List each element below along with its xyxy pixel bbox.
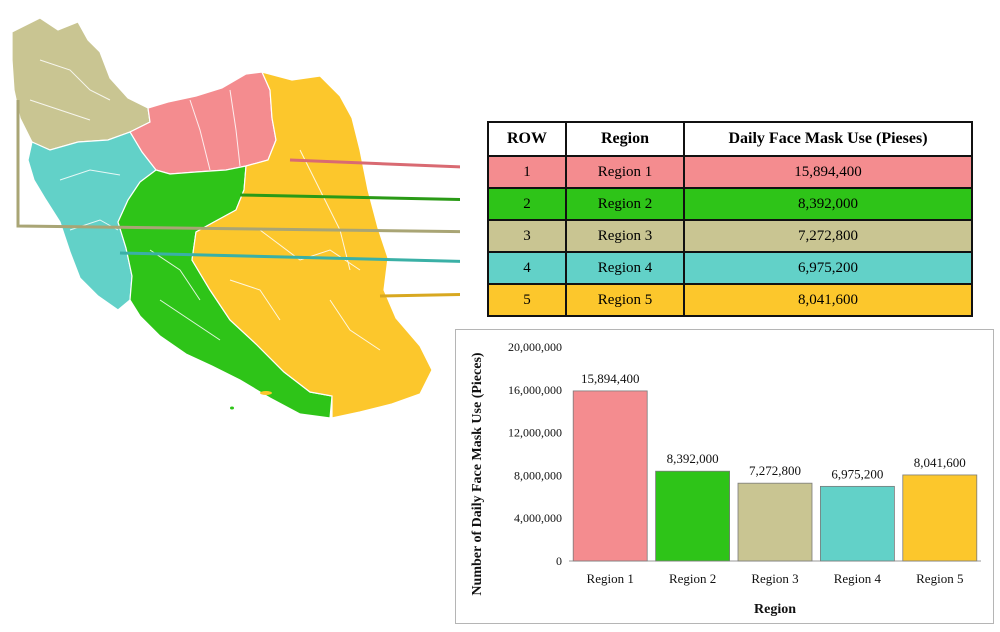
x-tick-label: Region 5 xyxy=(916,571,963,586)
y-tick-label: 0 xyxy=(556,554,562,568)
data-label: 8,041,600 xyxy=(914,455,966,470)
data-label: 7,272,800 xyxy=(749,463,801,478)
table-row: 1 Region 1 15,894,400 xyxy=(487,155,973,189)
x-tick-label: Region 1 xyxy=(587,571,634,586)
row-number-cell: 5 xyxy=(487,283,567,317)
table-row: 4 Region 4 6,975,200 xyxy=(487,251,973,285)
daily-use-cell: 8,392,000 xyxy=(683,187,973,221)
connector-region-4 xyxy=(119,251,460,263)
table-header-row: ROW Region Daily Face Mask Use (Pieses) xyxy=(487,121,973,157)
column-header-row: ROW xyxy=(487,121,567,157)
column-header-region: Region xyxy=(565,121,685,157)
bar-5 xyxy=(902,474,978,562)
map-region-3 xyxy=(11,17,151,151)
region-name-cell: Region 1 xyxy=(565,155,685,189)
region-table: ROW Region Daily Face Mask Use (Pieses) … xyxy=(487,121,973,317)
bar-1 xyxy=(572,390,648,562)
connector-region-1 xyxy=(289,158,460,169)
y-tick-label: 8,000,000 xyxy=(514,468,562,482)
y-axis-title: Number of Daily Face Mask Use (Pieces) xyxy=(470,352,485,595)
region-table-panel: ROW Region Daily Face Mask Use (Pieses) … xyxy=(487,121,973,317)
bar-2 xyxy=(655,470,731,562)
daily-use-cell: 15,894,400 xyxy=(683,155,973,189)
bar-4 xyxy=(819,485,895,562)
region-name-cell: Region 2 xyxy=(565,187,685,221)
daily-use-cell: 6,975,200 xyxy=(683,251,973,285)
province-borders xyxy=(29,59,381,351)
connector-region-2 xyxy=(239,193,460,201)
region-name-cell: Region 3 xyxy=(565,219,685,253)
connector-region-5 xyxy=(379,293,460,298)
row-number-cell: 2 xyxy=(487,187,567,221)
bar-chart: 0 4,000,000 8,000,000 12,000,000 16,000,000 2… xyxy=(470,340,981,617)
region-name-cell: Region 4 xyxy=(565,251,685,285)
daily-use-cell: 8,041,600 xyxy=(683,283,973,317)
row-number-cell: 4 xyxy=(487,251,567,285)
regions-map xyxy=(11,17,460,419)
y-tick-label: 16,000,000 xyxy=(508,383,562,397)
row-number-cell: 3 xyxy=(487,219,567,253)
map-region-1 xyxy=(129,71,277,175)
data-label: 8,392,000 xyxy=(667,451,719,466)
data-label: 6,975,200 xyxy=(831,466,883,481)
column-header-daily-use: Daily Face Mask Use (Pieses) xyxy=(683,121,973,157)
connector-lines xyxy=(16,100,460,298)
region-name-cell: Region 5 xyxy=(565,283,685,317)
x-tick-label: Region 4 xyxy=(834,571,882,586)
island xyxy=(260,391,272,395)
x-axis-title: Region xyxy=(754,602,796,617)
bar-3 xyxy=(737,482,813,562)
row-number-cell: 1 xyxy=(487,155,567,189)
x-tick-label: Region 3 xyxy=(751,571,798,586)
table-row: 5 Region 5 8,041,600 xyxy=(487,283,973,317)
table-row: 3 Region 3 7,272,800 xyxy=(487,219,973,253)
connector-region-3 xyxy=(16,100,460,234)
y-tick-label: 20,000,000 xyxy=(508,340,562,354)
table-row: 2 Region 2 8,392,000 xyxy=(487,187,973,221)
daily-use-cell: 7,272,800 xyxy=(683,219,973,253)
map-region-5 xyxy=(191,71,433,419)
island xyxy=(230,406,234,410)
data-label: 15,894,400 xyxy=(581,371,640,386)
y-tick-label: 4,000,000 xyxy=(514,511,562,525)
x-tick-label: Region 2 xyxy=(669,571,716,586)
bar-chart-panel: 0 4,000,000 8,000,000 12,000,000 16,000,000 2… xyxy=(455,329,994,624)
y-tick-label: 12,000,000 xyxy=(508,426,562,440)
